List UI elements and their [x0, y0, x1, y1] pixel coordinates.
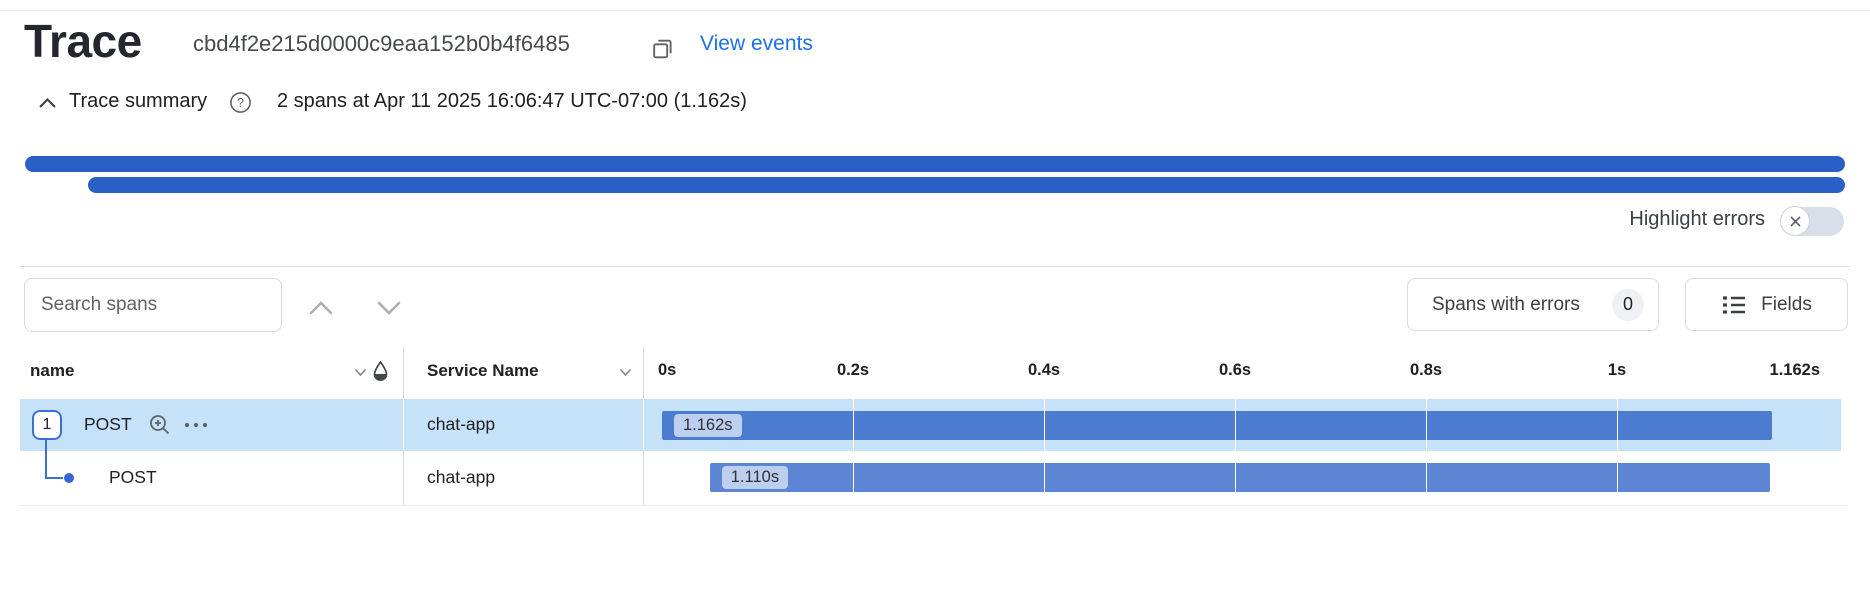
span-count-badge[interactable]: 1: [32, 410, 62, 440]
tree-connector: [45, 477, 63, 479]
section-divider: [20, 266, 1850, 267]
axis-tick-label: 0.8s: [1409, 361, 1443, 379]
axis-tick-label: 0s: [658, 361, 677, 379]
column-header-name[interactable]: name: [30, 361, 75, 380]
zoom-in-icon[interactable]: [148, 413, 172, 437]
axis-tick-label: 0.2s: [836, 361, 870, 379]
highlight-errors-toggle[interactable]: [1780, 206, 1844, 236]
highlight-errors-label: Highlight errors: [1629, 208, 1765, 230]
timeline-gridline: [1426, 399, 1427, 505]
toggle-knob: [1780, 206, 1810, 236]
timeline-gridline: [1235, 399, 1236, 505]
span-name[interactable]: POST: [109, 467, 157, 487]
svg-text:?: ?: [237, 96, 244, 110]
trace-summary-info: 2 spans at Apr 11 2025 16:06:47 UTC-07:0…: [277, 90, 747, 112]
tree-node-dot: [64, 473, 74, 483]
span-service: chat-app: [427, 414, 496, 434]
spans-with-errors-button[interactable]: Spans with errors 0: [1407, 278, 1659, 331]
axis-tick-label: 0.4s: [1027, 361, 1061, 379]
column-divider: [643, 451, 644, 505]
column-divider: [403, 399, 404, 451]
help-icon[interactable]: ?: [229, 91, 252, 114]
span-duration-chip: 1.162s: [674, 414, 742, 437]
trace-id: cbd4f2e215d0000c9eaa152b0b4f6485: [193, 31, 570, 56]
timeline-gridline: [1044, 399, 1045, 505]
service-sort-chevron-down-icon[interactable]: [619, 368, 632, 377]
column-divider: [403, 347, 404, 399]
minimap-span-bar-child[interactable]: [88, 177, 1845, 193]
timeline-gridline: [1841, 399, 1842, 505]
minimap-span-bar-root[interactable]: [25, 156, 1845, 172]
search-next-button[interactable]: [373, 297, 405, 319]
span-name[interactable]: POST: [84, 414, 132, 434]
copy-icon[interactable]: [650, 36, 675, 61]
top-divider: [0, 10, 1870, 11]
fields-label: Fields: [1761, 293, 1812, 315]
column-divider: [643, 399, 644, 451]
span-duration-chip: 1.110s: [721, 466, 789, 489]
axis-tick-label: 0.6s: [1218, 361, 1252, 379]
fields-button[interactable]: Fields: [1685, 278, 1848, 331]
droplet-icon[interactable]: [372, 360, 389, 383]
fields-list-icon: [1723, 295, 1746, 314]
timeline-gridline: [853, 399, 854, 505]
view-events-link[interactable]: View events: [700, 32, 813, 55]
axis-tick-label: 1s: [1607, 361, 1627, 379]
span-service: chat-app: [427, 467, 496, 487]
trace-summary-label: Trace summary: [69, 90, 208, 112]
tree-connector: [45, 440, 47, 478]
name-sort-chevron-down-icon[interactable]: [354, 368, 367, 377]
more-options-icon[interactable]: [184, 422, 208, 428]
span-timeline-bar[interactable]: [662, 411, 1772, 440]
timeline-gridline: [1617, 399, 1618, 505]
collapse-chevron-up-icon[interactable]: [37, 96, 58, 110]
spans-with-errors-label: Spans with errors: [1432, 293, 1580, 315]
search-prev-button[interactable]: [305, 297, 337, 319]
column-divider: [403, 451, 404, 505]
column-divider: [643, 347, 644, 399]
column-header-service[interactable]: Service Name: [427, 361, 539, 380]
chevron-down-icon: [377, 301, 401, 315]
toggle-off-x-icon: [1789, 215, 1801, 227]
page-title: Trace: [24, 15, 142, 67]
error-count-badge: 0: [1612, 288, 1644, 321]
span-timeline-bar[interactable]: [709, 463, 1770, 492]
table-bottom-border: [20, 505, 1848, 506]
axis-end-label: 1.162s: [1769, 361, 1820, 379]
chevron-up-icon: [309, 301, 333, 315]
search-spans-input[interactable]: [24, 278, 282, 332]
